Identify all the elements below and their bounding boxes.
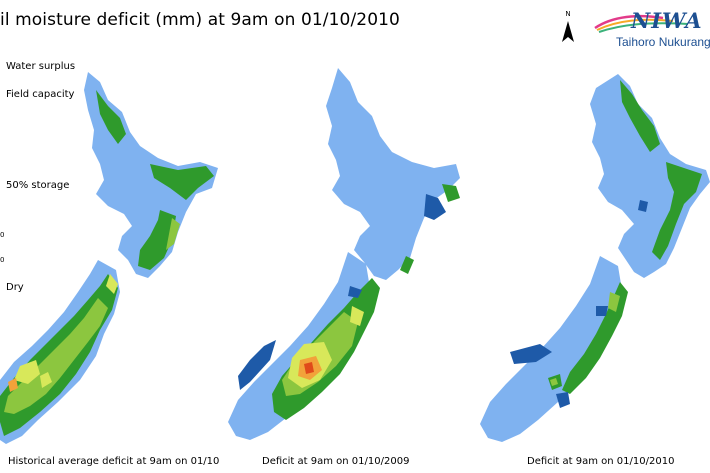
caption-historical-average: Historical average deficit at 9am on 01/… — [8, 456, 220, 467]
logo-swoosh-icon — [594, 14, 689, 33]
south-island — [228, 252, 380, 440]
south-island — [0, 260, 120, 444]
map-historical-average — [0, 72, 218, 444]
legend-label-dry: Dry — [6, 282, 24, 293]
north-island — [590, 74, 710, 278]
north-island — [84, 72, 218, 278]
logo-subtitle: Taihoro Nukurangi — [616, 35, 710, 49]
legend-label-field-capacity: Field capacity — [6, 89, 75, 100]
north-arrow-icon — [562, 21, 574, 42]
north-island — [326, 68, 460, 280]
map-deficit-2009 — [228, 68, 460, 440]
north-arrow: N — [561, 10, 575, 44]
logo-wordmark: NIWA — [631, 8, 703, 33]
legend-tick: 0 — [0, 231, 5, 239]
caption-deficit-2010: Deficit at 9am on 01/10/2010 — [527, 456, 675, 467]
page-title: il moisture deficit (mm) at 9am on 01/10… — [0, 10, 400, 30]
legend-label-surplus: Water surplus — [6, 61, 76, 72]
north-letter: N — [565, 10, 571, 18]
map-deficit-2010 — [480, 74, 710, 442]
niwa-logo: NIWA Taihoro Nukurangi — [593, 6, 710, 52]
legend-label-half-storage: 50% storage — [6, 180, 70, 191]
south-island — [480, 256, 628, 442]
caption-deficit-2009: Deficit at 9am on 01/10/2009 — [262, 456, 410, 467]
legend-tick: 0 — [0, 256, 5, 264]
